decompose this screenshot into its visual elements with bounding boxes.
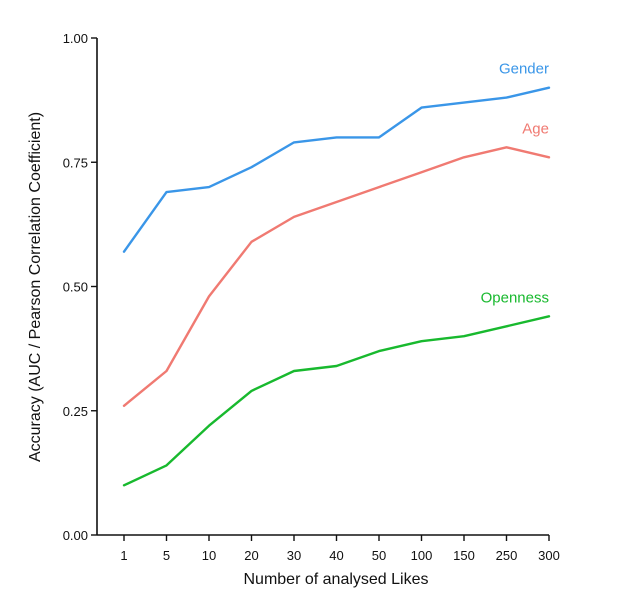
series-label-openness: Openness (481, 289, 549, 306)
series-label-age: Age (522, 120, 549, 137)
y-tick-label: 0.00 (63, 528, 88, 543)
y-tick-label: 0.75 (63, 155, 88, 170)
x-tick-label: 5 (163, 548, 170, 563)
x-tick-label: 100 (411, 548, 433, 563)
x-tick-label: 300 (538, 548, 560, 563)
y-axis: 0.00 0.25 0.50 0.75 1.00 (63, 31, 98, 543)
x-tick-label: 30 (287, 548, 301, 563)
y-tick-label: 0.50 (63, 280, 88, 295)
series-line-gender (122, 86, 551, 253)
y-tick-label: 1.00 (63, 31, 88, 46)
x-tick-label: 250 (496, 548, 518, 563)
x-tick-label: 150 (453, 548, 475, 563)
x-tick-label: 10 (202, 548, 216, 563)
series-label-gender: Gender (499, 61, 549, 78)
series-line-age (122, 146, 551, 407)
x-tick-label: 20 (244, 548, 258, 563)
x-axis-title: Number of analysed Likes (244, 571, 429, 588)
series-group: Gender Age Openness (122, 61, 551, 487)
series-line-openness (122, 315, 551, 487)
x-axis: 1 5 10 20 30 40 50 100 150 250 300 (97, 534, 560, 563)
y-axis-title: Accuracy (AUC / Pearson Correlation Coef… (27, 112, 44, 462)
x-tick-label: 40 (329, 548, 343, 563)
y-tick-label: 0.25 (63, 404, 88, 419)
x-tick-label: 50 (372, 548, 386, 563)
x-tick-label: 1 (120, 548, 127, 563)
